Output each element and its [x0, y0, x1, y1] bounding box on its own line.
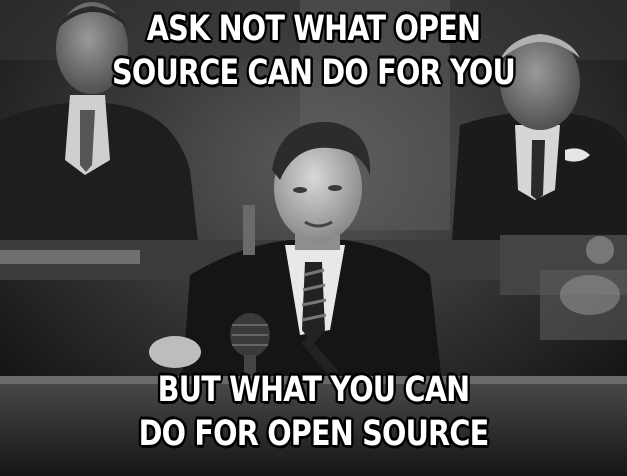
top-caption-line-2: SOURCE CAN DO FOR YOU — [112, 53, 516, 93]
bottom-caption: BUT WHAT YOU CAN DO FOR OPEN SOURCE — [56, 368, 570, 456]
bottom-caption-line-1: BUT WHAT YOU CAN — [157, 370, 470, 410]
bottom-caption-line-2: DO FOR OPEN SOURCE — [138, 414, 490, 454]
left-background-figure — [0, 2, 200, 270]
right-background-figure — [450, 34, 627, 271]
top-caption-line-1: ASK NOT WHAT OPEN — [146, 9, 481, 49]
top-caption: ASK NOT WHAT OPEN SOURCE CAN DO FOR YOU — [56, 7, 570, 95]
